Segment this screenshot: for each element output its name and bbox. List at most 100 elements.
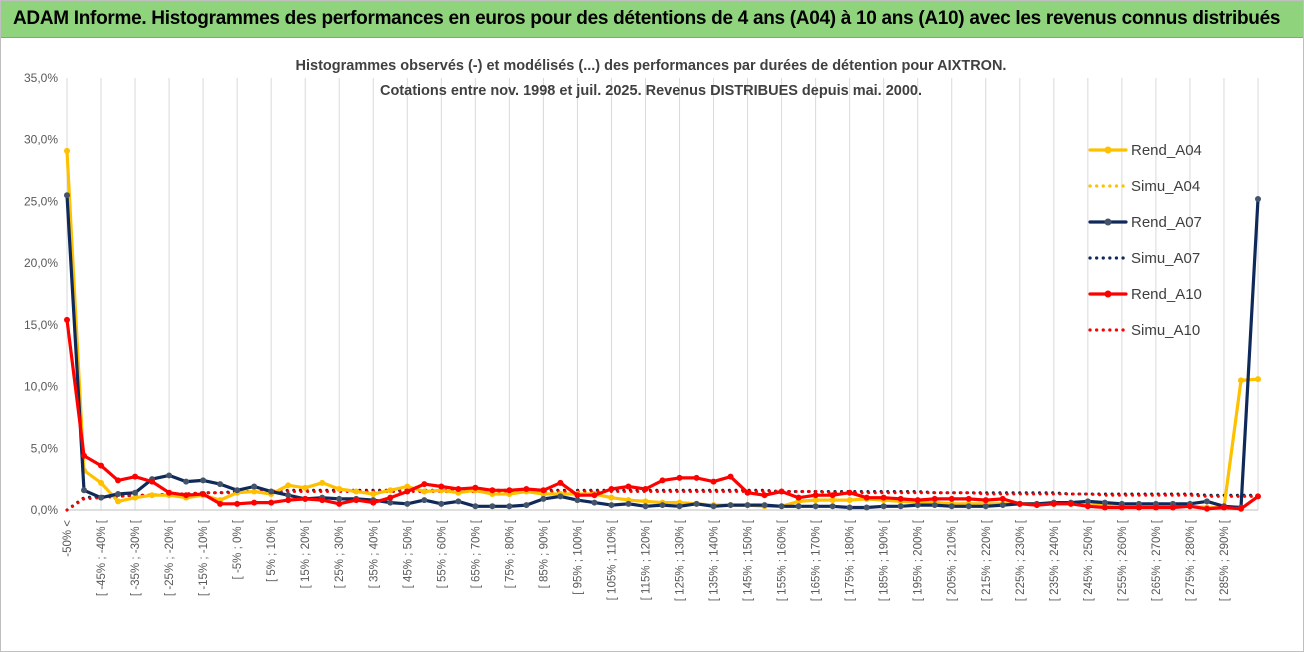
data-point-rend-a07 bbox=[574, 497, 581, 504]
y-tick-label: 20,0% bbox=[24, 256, 58, 270]
data-point-rend-a10 bbox=[761, 492, 768, 499]
data-point-rend-a07 bbox=[608, 502, 615, 509]
data-point-rend-a07 bbox=[965, 503, 972, 510]
data-point-rend-a10 bbox=[455, 486, 462, 493]
data-point-rend-a10 bbox=[353, 497, 360, 504]
legend-label: Simu_A04 bbox=[1131, 178, 1200, 195]
x-tick-label: [ 285% ; 290% [ bbox=[1219, 519, 1231, 601]
data-point-rend-a07 bbox=[217, 481, 224, 488]
series-line-rend-a07 bbox=[65, 193, 1260, 510]
data-point-rend-a10 bbox=[676, 474, 683, 481]
y-tick-label: 35,0% bbox=[24, 71, 58, 85]
data-point-rend-a10 bbox=[268, 499, 275, 506]
data-point-rend-a10 bbox=[999, 495, 1006, 502]
data-point-rend-a10 bbox=[1016, 500, 1023, 507]
data-point-rend-a10 bbox=[387, 494, 394, 501]
data-point-rend-a10 bbox=[217, 500, 224, 507]
data-point-rend-a10 bbox=[506, 487, 513, 494]
data-point-rend-a10 bbox=[404, 488, 411, 495]
data-point-rend-a07 bbox=[727, 502, 734, 509]
data-point-rend-a04 bbox=[251, 488, 258, 495]
x-tick-label: [ 265% ; 270% [ bbox=[1151, 519, 1163, 601]
data-point-rend-a10 bbox=[829, 492, 836, 499]
performance-histogram-chart: 0,0% 5,0% 10,0% 15,0% 20,0% 25,0% 30,0% 35,0% -5… bbox=[24, 58, 1261, 601]
x-tick-label: [ 165% ; 170% [ bbox=[811, 519, 823, 601]
x-tick-label: [ 105% ; 110% [ bbox=[606, 519, 618, 600]
x-tick-label: [ 65% ; 70% [ bbox=[470, 519, 482, 588]
data-point-rend-a10 bbox=[1033, 502, 1040, 509]
data-point-rend-a07 bbox=[336, 495, 343, 502]
legend-marker bbox=[1104, 218, 1112, 226]
data-point-rend-a07 bbox=[506, 503, 513, 510]
y-tick-label: 5,0% bbox=[31, 441, 59, 455]
data-point-rend-a10 bbox=[523, 486, 530, 493]
data-point-rend-a10 bbox=[1169, 504, 1176, 511]
data-point-rend-a10 bbox=[693, 474, 700, 481]
x-tick-label: [ 175% ; 180% [ bbox=[845, 519, 857, 601]
data-point-rend-a10 bbox=[285, 497, 292, 504]
data-point-rend-a07 bbox=[880, 503, 887, 510]
data-point-rend-a10 bbox=[608, 486, 615, 493]
data-point-rend-a10 bbox=[659, 477, 666, 484]
data-point-rend-a07 bbox=[914, 502, 921, 509]
data-point-rend-a10 bbox=[421, 481, 428, 488]
data-point-rend-a07 bbox=[795, 503, 802, 510]
data-point-rend-a07 bbox=[642, 503, 649, 510]
data-point-rend-a10 bbox=[336, 500, 343, 507]
x-tick-label: [ 145% ; 150% [ bbox=[743, 519, 755, 601]
data-point-rend-a04 bbox=[336, 486, 343, 493]
data-point-rend-a10 bbox=[132, 473, 139, 480]
data-point-rend-a07 bbox=[829, 503, 836, 510]
data-point-rend-a07 bbox=[455, 498, 462, 505]
x-tick-label: [ -35% ; -30% [ bbox=[130, 519, 142, 596]
data-point-rend-a10 bbox=[1186, 503, 1193, 510]
data-point-rend-a07 bbox=[625, 500, 632, 507]
data-point-rend-a10 bbox=[438, 483, 445, 490]
data-point-rend-a10 bbox=[557, 479, 564, 486]
x-tick-label: [ 25% ; 30% [ bbox=[334, 519, 346, 588]
data-point-rend-a07 bbox=[115, 490, 122, 497]
data-point-rend-a10 bbox=[149, 478, 156, 485]
data-point-rend-a04 bbox=[846, 497, 853, 504]
data-point-rend-a10 bbox=[591, 492, 598, 499]
gridlines bbox=[66, 78, 1259, 510]
data-point-rend-a10 bbox=[1050, 500, 1057, 507]
data-point-rend-a07 bbox=[64, 192, 70, 199]
legend-label: Rend_A10 bbox=[1131, 286, 1202, 303]
data-point-rend-a07 bbox=[285, 492, 292, 499]
data-point-rend-a07 bbox=[557, 493, 564, 500]
data-point-rend-a10 bbox=[914, 497, 921, 504]
data-point-rend-a10 bbox=[982, 497, 989, 504]
x-tick-label: [ -15% ; -10% [ bbox=[198, 519, 210, 596]
x-tick-label: [ 125% ; 130% [ bbox=[675, 519, 687, 601]
data-point-rend-a07 bbox=[1084, 498, 1091, 505]
data-point-rend-a07 bbox=[659, 502, 666, 509]
chart-area: 0,0% 5,0% 10,0% 15,0% 20,0% 25,0% 30,0% 35,0% -5… bbox=[1, 38, 1303, 651]
x-tick-label: [ 5% ; 10% [ bbox=[266, 519, 278, 582]
data-point-rend-a04 bbox=[829, 497, 836, 504]
data-point-rend-a10 bbox=[64, 316, 70, 323]
data-point-rend-a07 bbox=[438, 500, 445, 507]
data-point-rend-a04 bbox=[1237, 377, 1244, 384]
data-point-rend-a04 bbox=[98, 479, 105, 486]
data-point-rend-a04 bbox=[132, 494, 139, 501]
data-point-rend-a07 bbox=[948, 503, 955, 510]
data-point-rend-a10 bbox=[778, 488, 785, 495]
data-point-rend-a04 bbox=[404, 483, 411, 490]
data-point-rend-a10 bbox=[1067, 500, 1074, 507]
data-point-rend-a10 bbox=[727, 473, 734, 480]
data-point-rend-a10 bbox=[642, 486, 649, 493]
data-point-rend-a07 bbox=[1203, 498, 1210, 505]
data-point-rend-a07 bbox=[761, 502, 768, 509]
legend-marker bbox=[1104, 290, 1112, 298]
x-tick-label: [ 115% ; 120% [ bbox=[640, 519, 652, 600]
data-point-rend-a10 bbox=[863, 494, 870, 501]
data-point-rend-a10 bbox=[965, 495, 972, 502]
data-point-rend-a07 bbox=[710, 503, 717, 510]
x-tick-label: [ 215% ; 220% [ bbox=[981, 519, 993, 601]
x-tick-label: [ 155% ; 160% [ bbox=[777, 519, 789, 601]
x-tick-label: [ 85% ; 90% [ bbox=[538, 519, 550, 588]
data-point-rend-a07 bbox=[999, 502, 1006, 509]
data-point-rend-a04 bbox=[115, 498, 122, 505]
data-point-rend-a07 bbox=[812, 503, 819, 510]
